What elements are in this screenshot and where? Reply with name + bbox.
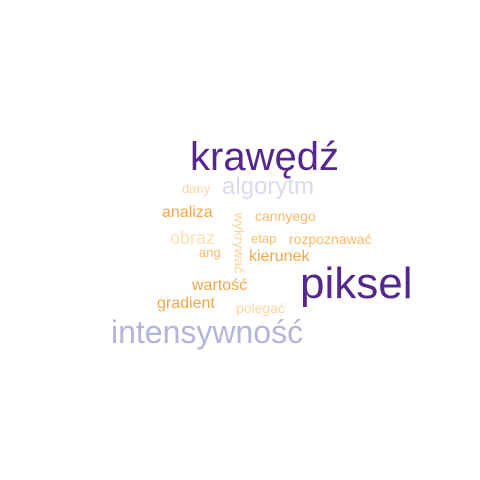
word-piksel: piksel — [300, 259, 413, 308]
word-intensywnosc: intensywność — [111, 314, 304, 350]
word-wartosc: wartość — [192, 277, 248, 294]
word-polegac: polegać — [236, 300, 286, 316]
word-kierunek: kierunek — [249, 248, 310, 265]
word-krawedz: krawędź — [190, 135, 339, 179]
word-ang: ang — [199, 245, 221, 260]
word-cannyego: cannyego — [255, 208, 316, 224]
word-wykrywac: wykrywać — [231, 212, 248, 274]
word-etap: etap — [251, 231, 277, 246]
word-analiza: analiza — [162, 204, 213, 221]
word-algorytm: algorytm — [222, 173, 315, 200]
word-dany: dany — [182, 181, 211, 196]
word-obraz: obraz — [170, 228, 216, 248]
word-rozpoznawac: rozpoznawać — [289, 231, 372, 247]
word-gradient: gradient — [157, 295, 215, 312]
